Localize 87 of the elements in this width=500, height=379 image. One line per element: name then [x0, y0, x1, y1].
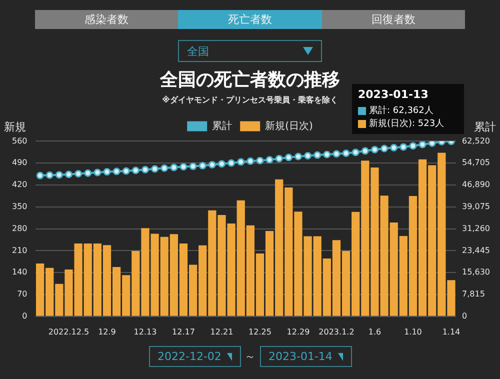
point — [198, 162, 206, 170]
chart-title: 全国の死亡者数の推移 — [159, 69, 340, 90]
point — [141, 166, 149, 174]
point — [84, 169, 92, 177]
y2-tick-label: 23,445 — [462, 246, 490, 255]
point — [160, 164, 168, 172]
text: 2023-01-13 — [358, 88, 430, 101]
x-tick-label: 12.13 — [134, 327, 157, 336]
point — [112, 168, 120, 176]
point — [361, 147, 369, 155]
text: 回復者数 — [322, 10, 465, 29]
point — [189, 162, 197, 170]
point — [266, 156, 274, 164]
point — [36, 172, 44, 180]
point — [314, 151, 322, 159]
x-tick-label: 12.29 — [286, 327, 310, 336]
point — [294, 152, 302, 160]
point — [323, 150, 331, 158]
point — [304, 152, 312, 160]
point — [409, 142, 417, 150]
point — [256, 156, 264, 164]
point — [400, 143, 408, 151]
point — [428, 141, 436, 147]
text: 死亡者数 — [178, 10, 322, 29]
y2-tick-label: 15,630 — [462, 268, 490, 277]
point — [170, 164, 178, 172]
y2-tick-label: 7,815 — [462, 290, 485, 299]
text: ～ — [244, 349, 256, 364]
y2-tick-label: 62,520 — [462, 136, 490, 146]
x-tick-label: 1.14 — [442, 327, 460, 336]
text: 新規(日次): 523人 — [369, 118, 444, 130]
y-tick-label: 560 — [12, 136, 28, 146]
point — [390, 144, 398, 152]
legend-label: 新規(日次) — [265, 120, 313, 132]
point — [151, 165, 159, 173]
point — [246, 157, 254, 165]
point — [55, 171, 63, 179]
y-tick-label: 490 — [12, 158, 28, 168]
text: 感染者数 — [35, 10, 178, 29]
y2-tick-label: 31,260 — [462, 224, 490, 233]
point — [332, 150, 340, 158]
point — [180, 163, 188, 171]
point — [218, 160, 226, 168]
point — [275, 154, 283, 162]
point — [237, 158, 245, 166]
point — [64, 170, 72, 178]
point — [370, 146, 378, 154]
point — [352, 148, 360, 156]
x-tick-label: 1.6 — [368, 327, 382, 336]
x-tick-label: 12.21 — [210, 327, 234, 336]
y-tick-label: 140 — [12, 268, 28, 277]
point — [284, 154, 292, 162]
point — [228, 159, 236, 167]
y-tick-label: 350 — [12, 202, 28, 211]
chart-subtitle: ※ダイヤモンド・プリンセス号乗員・乗客を除く — [162, 94, 338, 104]
y2-tick-label: 0 — [462, 311, 468, 320]
point — [122, 167, 130, 175]
x-tick-label: 12.9 — [98, 327, 116, 336]
point — [132, 166, 140, 174]
y-tick-label: 0 — [22, 311, 28, 320]
point — [74, 170, 82, 178]
x-tick-label: 2023.1.2 — [318, 327, 354, 336]
y2-tick-label: 46,890 — [462, 180, 490, 190]
legend-label: 累計 — [212, 120, 232, 132]
y-tick-label: 70 — [17, 290, 28, 299]
x-tick-label: 12.17 — [172, 327, 195, 336]
y-axis-title: 新規 — [4, 120, 26, 134]
x-tick-label: 2022.12.5 — [48, 327, 90, 336]
y2-axis-title: 累計 — [474, 120, 496, 134]
point — [418, 141, 426, 148]
y-tick-label: 420 — [12, 180, 28, 190]
point — [342, 150, 350, 157]
point — [103, 168, 111, 176]
text: 2022-12-02 — [158, 350, 222, 363]
text: 累計: 62,362人 — [369, 104, 434, 117]
x-tick-label: 12.25 — [248, 327, 272, 336]
x-tick-label: 1.10 — [404, 327, 422, 336]
point — [380, 144, 388, 152]
y2-tick-label: 39,075 — [462, 202, 490, 211]
y-tick-label: 210 — [12, 246, 28, 255]
text: 2023-01-14 — [268, 350, 332, 363]
point — [46, 171, 54, 179]
point — [208, 160, 216, 168]
y2-tick-label: 54,705 — [462, 158, 490, 168]
point — [94, 168, 102, 176]
text: 全国 — [187, 44, 209, 58]
y-tick-label: 280 — [12, 224, 28, 233]
